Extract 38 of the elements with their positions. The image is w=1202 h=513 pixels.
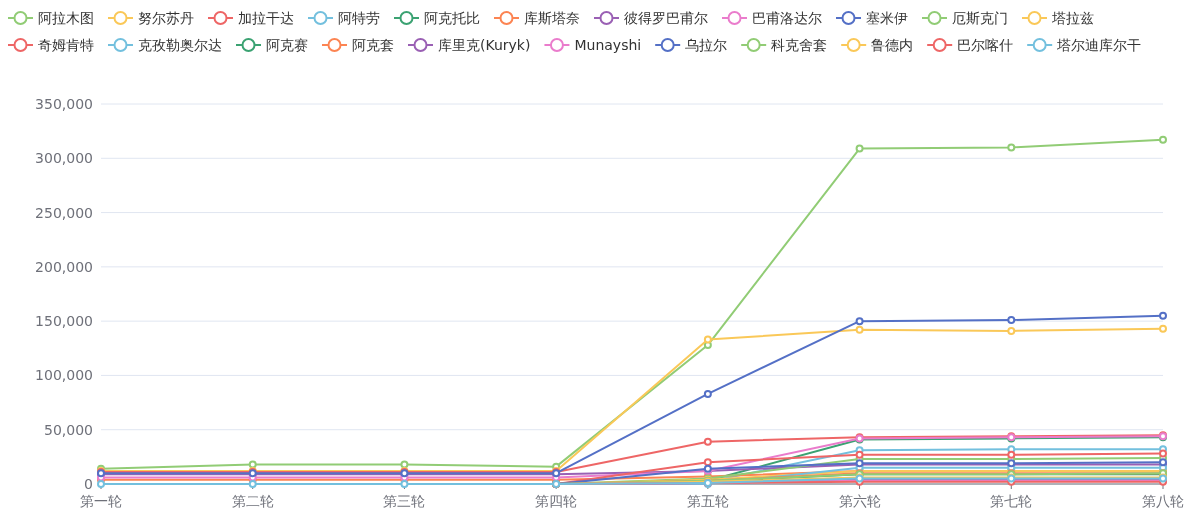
legend-label: 奇姆肯特	[38, 37, 94, 53]
x-tick-label: 第三轮	[383, 493, 426, 509]
y-tick-label: 100,000	[35, 367, 93, 384]
legend-label: 巴甫洛达尔	[752, 10, 822, 26]
x-tick-label: 第六轮	[838, 493, 881, 509]
legend-label: 巴尔喀什	[957, 37, 1014, 53]
x-tick-label: 第一轮	[80, 493, 122, 509]
y-tick-label: 200,000	[35, 258, 93, 275]
x-tick-label: 第七轮	[990, 493, 1033, 509]
legend-label: 阿特劳	[338, 10, 380, 26]
legend-label: 努尔苏丹	[138, 10, 194, 26]
legend-label: Munayshi	[574, 37, 642, 53]
legend-label: 塔拉兹	[1051, 10, 1094, 26]
legend-label: 阿克套	[352, 37, 394, 53]
legend-label: 塔尔迪库尔干	[1056, 37, 1142, 53]
legend-label: 阿拉木图	[38, 10, 94, 26]
y-tick-label: 350,000	[35, 96, 93, 112]
y-tick-label: 50,000	[44, 421, 93, 438]
legend-label: 库里克(Kuryk)	[438, 37, 531, 53]
y-tick-label: 0	[84, 476, 93, 492]
legend-label: 厄斯克门	[952, 10, 1008, 26]
legend-label: 彼得罗巴甫尔	[624, 10, 708, 26]
x-tick-label: 第八轮	[1142, 493, 1184, 509]
legend-label: 乌拉尔	[685, 37, 728, 53]
x-tick-label: 第五轮	[686, 493, 729, 509]
legend-label: 阿克托比	[424, 10, 480, 26]
x-tick-label: 第四轮	[535, 493, 578, 509]
legend-label: 鲁德内	[871, 37, 914, 53]
y-tick-label: 300,000	[35, 150, 93, 167]
legend-label: 克孜勒奥尔达	[138, 37, 222, 53]
legend-label: 库斯塔奈	[524, 10, 580, 26]
legend-label: 阿克赛	[266, 37, 308, 53]
y-tick-label: 250,000	[35, 204, 93, 221]
legend-label: 科克舍套	[771, 37, 828, 53]
legend-label: 加拉干达	[238, 10, 294, 26]
legend-label: 塞米伊	[866, 10, 908, 26]
y-tick-label: 150,000	[35, 313, 93, 330]
x-tick-label: 第二轮	[231, 493, 274, 509]
